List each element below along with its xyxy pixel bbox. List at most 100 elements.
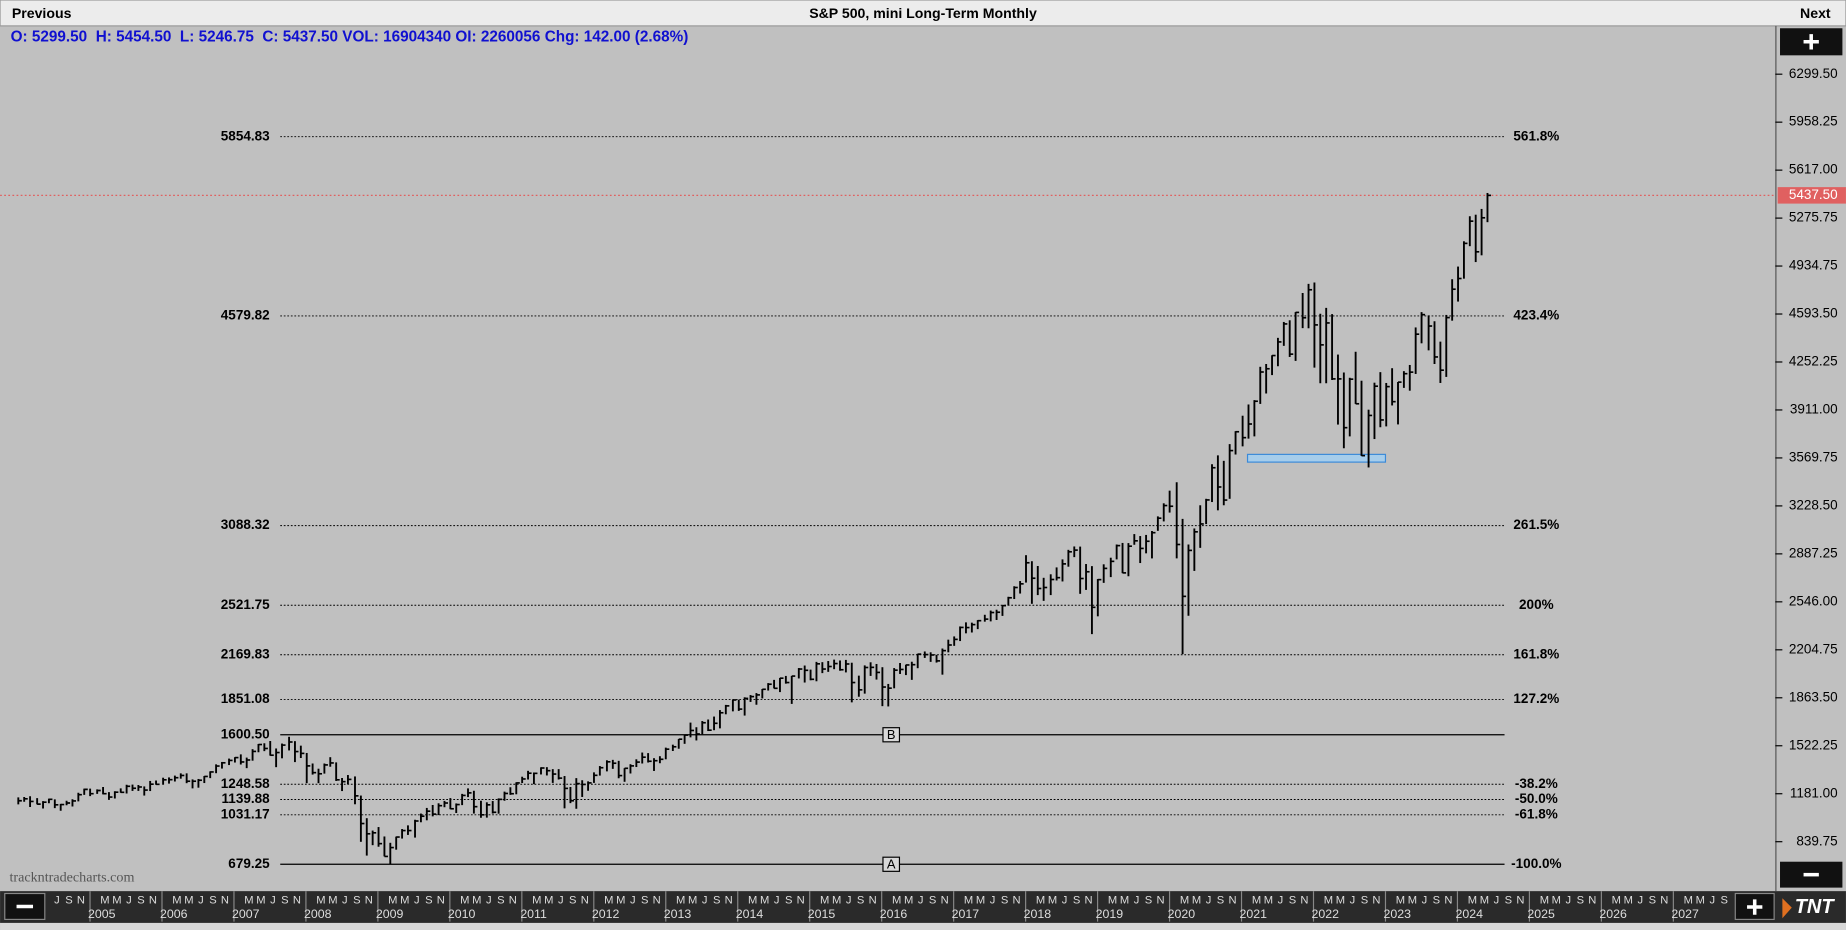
month-tick-label: S bbox=[1361, 895, 1368, 907]
next-button[interactable]: Next bbox=[1800, 5, 1831, 21]
month-tick-label: N bbox=[869, 895, 877, 907]
month-tick-label: J bbox=[1709, 895, 1715, 907]
month-tick-label: J bbox=[630, 895, 636, 907]
fib-percent-label: 423.4% bbox=[1513, 308, 1559, 323]
month-tick-label: J bbox=[1566, 895, 1572, 907]
month-tick-label: S bbox=[209, 895, 216, 907]
month-tick-label: S bbox=[1721, 895, 1728, 907]
month-tick-label: M bbox=[532, 895, 541, 907]
month-tick-label: M bbox=[892, 895, 901, 907]
watermark: trackntradecharts.com bbox=[9, 869, 134, 885]
month-tick-label: N bbox=[797, 895, 805, 907]
month-tick-label: N bbox=[1085, 895, 1093, 907]
month-tick-label: J bbox=[1134, 895, 1140, 907]
previous-button[interactable]: Previous bbox=[12, 5, 72, 21]
fib-percent-label: 161.8% bbox=[1513, 646, 1559, 661]
month-tick-label: S bbox=[785, 895, 792, 907]
month-tick-label: M bbox=[760, 895, 769, 907]
month-tick-label: S bbox=[569, 895, 576, 907]
month-tick-label: J bbox=[774, 895, 780, 907]
fib-price-label: 1031.17 bbox=[221, 806, 270, 821]
month-tick-label: N bbox=[1444, 895, 1452, 907]
pivot-marker-box bbox=[882, 727, 901, 743]
month-tick-label: M bbox=[172, 895, 181, 907]
month-tick-label: J bbox=[918, 895, 924, 907]
x-tick-label: 2024 bbox=[1455, 907, 1483, 921]
month-tick-label: S bbox=[1217, 895, 1224, 907]
fib-price-label: 2521.75 bbox=[221, 597, 270, 612]
month-tick-label: M bbox=[1408, 895, 1417, 907]
month-tick-label: M bbox=[1624, 895, 1633, 907]
month-tick-label: M bbox=[676, 895, 685, 907]
month-tick-label: M bbox=[976, 895, 985, 907]
scroll-left-button[interactable] bbox=[4, 892, 46, 920]
month-tick-label: M bbox=[112, 895, 121, 907]
month-tick-label: M bbox=[832, 895, 841, 907]
x-tick-label: 2023 bbox=[1383, 907, 1411, 921]
month-tick-label: M bbox=[328, 895, 337, 907]
fib-price-label: 1851.08 bbox=[221, 691, 270, 706]
month-tick-label: S bbox=[929, 895, 936, 907]
month-tick-label: M bbox=[544, 895, 553, 907]
fib-price-label: 5854.83 bbox=[221, 128, 270, 143]
month-tick-label: J bbox=[1494, 895, 1500, 907]
fib-percent-label: -61.8% bbox=[1515, 806, 1558, 821]
month-tick-label: J bbox=[1062, 895, 1068, 907]
zoom-in-button[interactable] bbox=[1780, 28, 1843, 56]
month-tick-label: M bbox=[1192, 895, 1201, 907]
month-tick-label: M bbox=[1468, 895, 1477, 907]
button-bg bbox=[4, 892, 46, 920]
month-tick-label: N bbox=[437, 895, 445, 907]
plus-icon bbox=[1803, 34, 1819, 50]
chart-title: S&P 500, mini Long-Term Monthly bbox=[809, 5, 1037, 21]
month-tick-label: N bbox=[1660, 895, 1668, 907]
plot-area: 5854.83 561.8% 4579.82 423.4% 3088.32 261.5% 2… bbox=[0, 128, 1776, 872]
last-price-label: 5437.50 bbox=[1789, 187, 1838, 202]
fib-percent-label: -100.0% bbox=[1511, 856, 1561, 871]
time-axis: 2005 2006 2007 2008 2009 2010 2011 2012 2013 2014… bbox=[40, 891, 1733, 922]
month-tick-label: S bbox=[1505, 895, 1512, 907]
x-tick-label: 2021 bbox=[1240, 907, 1268, 921]
month-tick-label: J bbox=[1638, 895, 1644, 907]
month-tick-label: S bbox=[1289, 895, 1296, 907]
month-tick-label: M bbox=[748, 895, 757, 907]
x-tick-label: 2007 bbox=[232, 907, 260, 921]
zoom-out-button[interactable] bbox=[1780, 861, 1843, 888]
month-tick-label: J bbox=[1422, 895, 1428, 907]
month-tick-label: N bbox=[1300, 895, 1308, 907]
y-tick-label: 2546.00 bbox=[1789, 593, 1838, 608]
month-tick-label: N bbox=[509, 895, 517, 907]
month-tick-label: M bbox=[256, 895, 265, 907]
last-price-tag bbox=[1777, 187, 1846, 204]
month-tick-label: M bbox=[1180, 895, 1189, 907]
month-tick-label: S bbox=[1145, 895, 1152, 907]
y-tick-label: 4593.50 bbox=[1789, 306, 1838, 321]
fib-percent-label: -38.2% bbox=[1515, 776, 1558, 791]
month-tick-label: M bbox=[40, 895, 49, 907]
month-tick-label: M bbox=[400, 895, 409, 907]
month-tick-label: M bbox=[472, 895, 481, 907]
month-tick-label: N bbox=[653, 895, 661, 907]
x-tick-label: 2026 bbox=[1599, 907, 1627, 921]
pivot-marker-label: A bbox=[887, 856, 896, 871]
month-tick-label: S bbox=[1649, 895, 1656, 907]
month-tick-label: S bbox=[425, 895, 432, 907]
month-tick-label: S bbox=[1433, 895, 1440, 907]
month-tick-label: M bbox=[460, 895, 469, 907]
month-tick-label: S bbox=[857, 895, 864, 907]
fib-percent-label: 200% bbox=[1519, 597, 1554, 612]
month-tick-label: M bbox=[1396, 895, 1405, 907]
pivot-marker-box bbox=[882, 856, 901, 872]
y-tick-label: 2204.75 bbox=[1789, 641, 1838, 656]
y-tick-label: 839.75 bbox=[1796, 833, 1837, 848]
month-tick-label: J bbox=[990, 895, 996, 907]
pivot-marker-label: B bbox=[887, 727, 896, 742]
scroll-right-button[interactable] bbox=[1734, 892, 1775, 920]
month-tick-label: N bbox=[149, 895, 157, 907]
month-tick-label: S bbox=[281, 895, 288, 907]
price-axis: 839.75 1181.00 1522.25 1863.50 2204.75 2546.0… bbox=[1775, 66, 1846, 848]
toolbar bbox=[0, 0, 1846, 27]
month-tick-label: S bbox=[65, 895, 72, 907]
month-tick-label: S bbox=[137, 895, 144, 907]
